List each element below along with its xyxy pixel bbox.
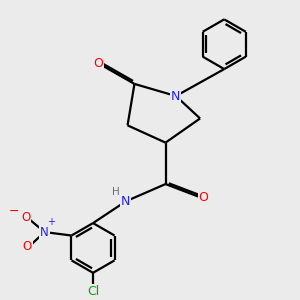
- Text: −: −: [9, 205, 20, 218]
- Text: Cl: Cl: [87, 285, 99, 298]
- Text: O: O: [23, 240, 32, 253]
- Text: +: +: [47, 218, 55, 227]
- Text: O: O: [199, 191, 208, 204]
- Text: N: N: [40, 226, 49, 238]
- Text: O: O: [21, 211, 30, 224]
- Text: N: N: [171, 89, 181, 103]
- Text: H: H: [112, 187, 119, 197]
- Text: N: N: [121, 195, 130, 208]
- Text: O: O: [93, 57, 103, 70]
